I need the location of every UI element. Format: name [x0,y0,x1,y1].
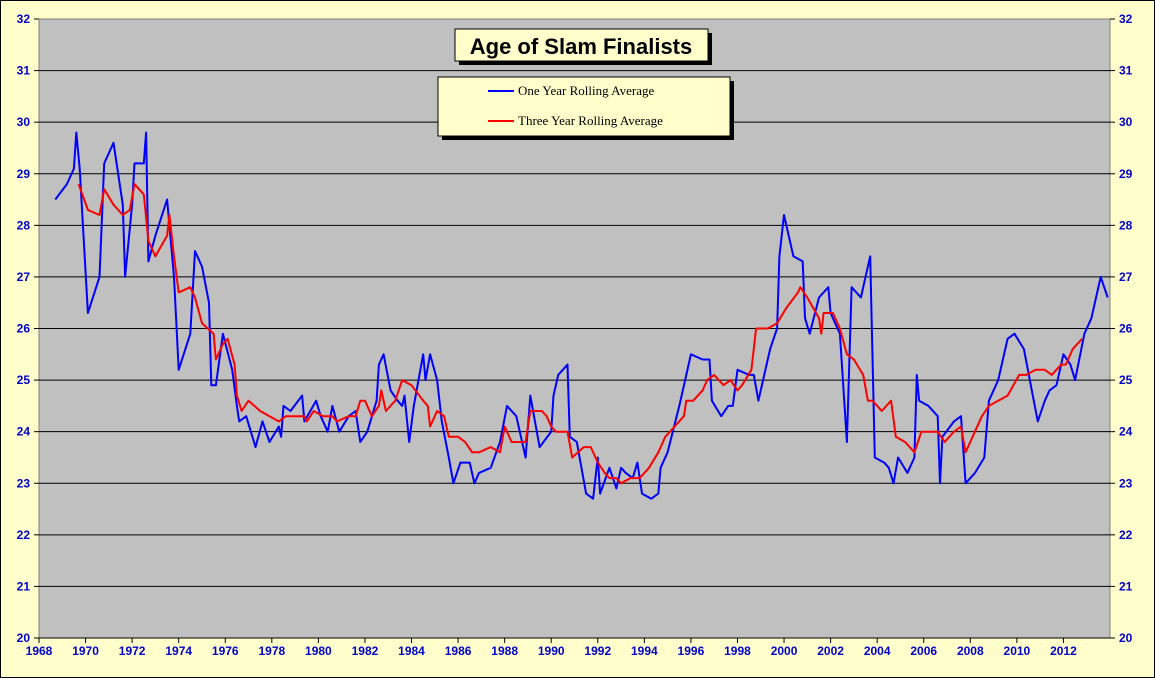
y-tick-label-left: 25 [17,373,31,387]
series-line-one-year [54,131,1109,500]
x-tick-label: 1994 [631,644,658,658]
y-tick-label-left: 27 [17,270,31,284]
x-tick-label: 1968 [26,644,53,658]
x-axis: 1968 1970 1972 1974 1976 1978 1980 1982 1984 1986… [26,637,1110,658]
x-tick-label: 1980 [305,644,332,658]
series-line-three-year [77,183,1083,485]
x-tick-label: 1986 [445,644,472,658]
y-tick-label-right: 22 [1119,528,1133,542]
y-tick-label-right: 23 [1119,476,1133,490]
x-tick-label: 2006 [910,644,937,658]
x-tick-label: 1996 [678,644,705,658]
y-tick-label-left: 23 [17,476,31,490]
y-tick-label-left: 28 [17,218,31,232]
y-axis-left: 20 21 22 23 24 25 26 27 28 29 30 31 32 [17,12,39,645]
x-tick-label: 1978 [258,644,285,658]
y-tick-label-right: 24 [1119,425,1133,439]
legend-frame [437,76,731,137]
y-tick-label-right: 32 [1119,12,1133,26]
y-tick-label-left: 32 [17,12,31,26]
x-tick-label: 1988 [491,644,518,658]
y-tick-label-right: 27 [1119,270,1133,284]
chart-title: Age of Slam Finalists [470,34,693,59]
x-tick-label: 1984 [398,644,425,658]
x-tick-label: 1974 [165,644,192,658]
x-tick-label: 2012 [1050,644,1077,658]
y-tick-label-right: 30 [1119,115,1133,129]
y-tick-label-left: 24 [17,425,31,439]
x-tick-label: 1982 [352,644,379,658]
legend: One Year Rolling Average Three Year Roll… [437,76,734,140]
y-tick-label-left: 29 [17,167,31,181]
x-tick-label: 1976 [212,644,239,658]
x-tick-label: 1972 [119,644,146,658]
chart-title-box: Age of Slam Finalists [454,28,712,65]
y-tick-label-right: 28 [1119,218,1133,232]
series-layer [54,131,1109,500]
x-tick-label: 1998 [724,644,751,658]
y-tick-label-right: 26 [1119,322,1133,336]
x-tick-label: 2008 [957,644,984,658]
y-tick-label-left: 31 [17,64,31,78]
y-tick-label-right: 21 [1119,579,1133,593]
y-axis-right: 20 21 22 23 24 25 26 27 28 29 30 31 32 [1110,12,1133,645]
y-tick-label-left: 20 [17,631,31,645]
y-tick-label-left: 30 [17,115,31,129]
x-tick-label: 2002 [817,644,844,658]
y-tick-label-right: 25 [1119,373,1133,387]
x-tick-label: 2000 [771,644,798,658]
y-tick-label-right: 29 [1119,167,1133,181]
x-tick-label: 2004 [864,644,891,658]
x-tick-label: 1990 [538,644,565,658]
legend-label-one-year: One Year Rolling Average [518,83,654,98]
y-tick-label-left: 21 [17,579,31,593]
x-tick-label: 1992 [584,644,611,658]
legend-label-three-year: Three Year Rolling Average [518,113,663,128]
y-tick-label-right: 31 [1119,64,1133,78]
x-tick-label: 1970 [72,644,99,658]
title-frame [454,28,709,62]
y-tick-label-left: 26 [17,322,31,336]
y-tick-label-right: 20 [1119,631,1133,645]
y-tick-label-left: 22 [17,528,31,542]
x-tick-label: 2010 [1004,644,1031,658]
